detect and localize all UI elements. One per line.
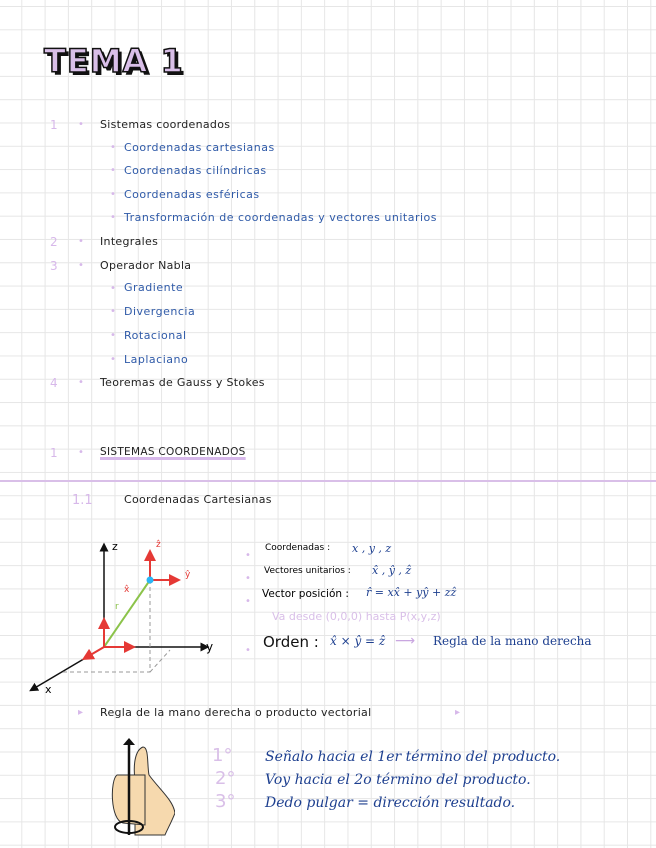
step-number: 1° <box>212 745 233 766</box>
order-result: Regla de la mano derecha <box>433 634 592 648</box>
right-hand-icon <box>111 738 175 836</box>
units-value: x̂ , ŷ , ẑ <box>372 564 412 577</box>
index-item: Teoremas de Gauss y Stokes <box>100 376 265 389</box>
step-text: Señalo hacia el 1er término del producto… <box>265 749 561 765</box>
unit-z-label: ẑ <box>156 540 161 550</box>
order-value: x̂ × ŷ = ẑ <box>330 634 386 648</box>
bullet: • <box>110 165 116 176</box>
rule-title: Regla de la mano derecha o producto vect… <box>100 706 372 719</box>
bullet: • <box>245 550 251 561</box>
cartesian-diagram <box>29 542 210 692</box>
arrow-icon: ⟶ <box>395 633 416 649</box>
index-subitem: Laplaciano <box>124 353 189 366</box>
bullet: • <box>245 596 251 607</box>
index-item: Operador Nabla <box>100 259 192 272</box>
section-number: 1 <box>50 446 58 460</box>
point-p <box>146 576 154 584</box>
page-title: TEMA 1 <box>43 41 184 81</box>
bullet: • <box>78 119 84 130</box>
section-title: SISTEMAS COORDENADOS <box>100 446 246 458</box>
subsection-number: 1.1 <box>72 493 93 508</box>
index-number: 4 <box>50 376 58 390</box>
index-item: Sistemas coordenados <box>100 118 231 131</box>
x-axis-label: x <box>45 683 52 696</box>
index-subitem: Divergencia <box>124 305 196 318</box>
index-subitem: Coordenadas esféricas <box>124 188 260 201</box>
bullet: • <box>78 377 84 388</box>
position-vector <box>103 579 151 648</box>
bullet: • <box>78 236 84 247</box>
position-note: Va desde (0,0,0) hasta P(x,y,z) <box>272 610 441 623</box>
bullet: • <box>78 447 84 458</box>
index-subitem: Gradiente <box>124 281 184 294</box>
section-divider <box>0 480 656 482</box>
y-axis-label: y <box>206 640 214 654</box>
coords-value: x , y , z <box>352 542 392 555</box>
bullet: ▸ <box>78 707 84 718</box>
step-text: Voy hacia el 2o término del producto. <box>265 772 531 788</box>
bullet: • <box>245 645 251 656</box>
bullet: • <box>110 142 116 153</box>
index-number: 3 <box>50 259 58 273</box>
step-number: 2° <box>215 768 236 789</box>
step-number: 3° <box>215 791 236 812</box>
bullet: • <box>110 306 116 317</box>
index-number: 1 <box>50 118 58 132</box>
index-subitem: Coordenadas cilíndricas <box>124 164 267 177</box>
index-subitem: Rotacional <box>124 329 187 342</box>
bullet: • <box>110 212 116 223</box>
unit-y-label: ŷ <box>185 570 191 580</box>
bullet: ▸ <box>455 707 461 718</box>
coords-label: Coordenadas : <box>265 543 331 553</box>
bullet: • <box>78 260 84 271</box>
index-subitem: Transformación de coordenadas y vectores… <box>124 211 437 224</box>
bullet: • <box>110 354 116 365</box>
order-label: Orden : <box>263 633 319 651</box>
position-value: r̂ = xx̂ + yŷ + zẑ <box>366 586 457 599</box>
subsection-title: Coordenadas Cartesianas <box>124 493 272 506</box>
units-label: Vectores unitarios : <box>264 566 351 576</box>
bullet: • <box>110 283 116 294</box>
step-text: Dedo pulgar = dirección resultado. <box>265 795 516 811</box>
index-item: Integrales <box>100 235 159 248</box>
bullet: • <box>110 330 116 341</box>
index-number: 2 <box>50 235 58 249</box>
bullet: • <box>110 189 116 200</box>
position-label: Vector posición : <box>262 588 349 600</box>
index-subitem: Coordenadas cartesianas <box>124 141 275 154</box>
unit-x-label: x̂ <box>124 585 130 595</box>
r-label: r <box>115 602 119 612</box>
z-axis-label: z <box>112 540 118 553</box>
bullet: • <box>245 573 251 584</box>
